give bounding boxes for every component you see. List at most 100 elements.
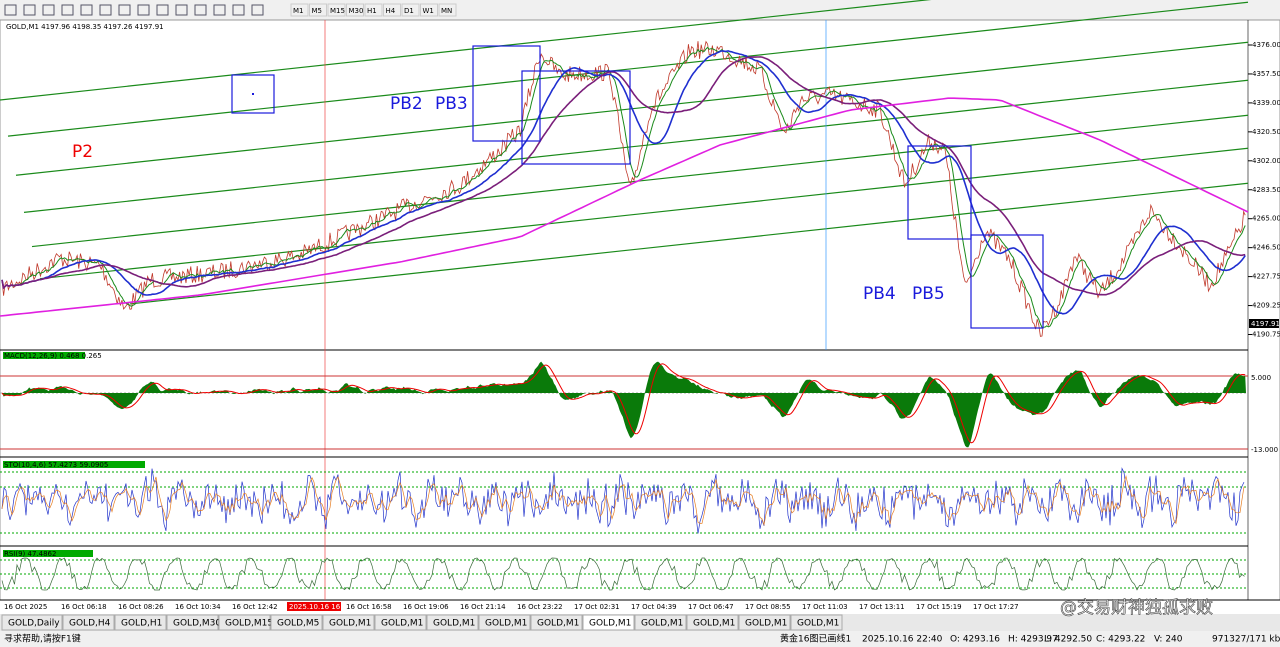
timeframe-button[interactable] bbox=[364, 3, 383, 17]
tool-icon[interactable] bbox=[61, 4, 74, 16]
current-price: 4197.91 bbox=[1251, 320, 1280, 328]
timeframe-label: M1 bbox=[293, 7, 304, 15]
chart-tab[interactable] bbox=[374, 614, 427, 631]
chart-tab[interactable] bbox=[1, 614, 63, 631]
chart-tab-label: GOLD,M5 bbox=[277, 619, 319, 629]
tool-icon[interactable] bbox=[213, 4, 226, 16]
macd-histogram bbox=[2, 361, 1246, 448]
indicator-header: RSI(9) 47.4862 bbox=[4, 550, 56, 558]
time-label: 17 Oct 08:55 bbox=[745, 603, 791, 611]
chart-tab-label: GOLD,Daily bbox=[8, 619, 60, 629]
annotation: PB2 bbox=[390, 94, 423, 114]
stoch-main bbox=[1, 467, 1245, 534]
time-label: 16 Oct 21:14 bbox=[460, 603, 506, 611]
channel-line bbox=[129, 182, 1249, 305]
tool-icon[interactable] bbox=[23, 4, 36, 16]
pullback-box bbox=[521, 70, 631, 165]
drawings bbox=[0, 0, 1249, 600]
timeframe-button[interactable] bbox=[438, 3, 457, 17]
price-label: 4209.25 bbox=[1252, 302, 1280, 310]
chart-tab-label: GOLD,M1 bbox=[589, 619, 631, 629]
timeframe-button[interactable] bbox=[383, 3, 401, 17]
status-low: L: 4292.50 bbox=[1044, 635, 1092, 645]
tool-icon[interactable] bbox=[175, 4, 188, 16]
tool-icon[interactable] bbox=[118, 4, 131, 16]
tool-icon[interactable] bbox=[251, 4, 264, 16]
tool-icon[interactable] bbox=[99, 4, 112, 16]
timeframe-button[interactable] bbox=[420, 3, 438, 17]
status-close: C: 4293.22 bbox=[1096, 635, 1145, 645]
timeframe-label: MN bbox=[441, 7, 452, 15]
tool-icon[interactable] bbox=[42, 4, 55, 16]
chart-tab[interactable] bbox=[478, 614, 531, 631]
price-label: 4376.00 bbox=[1252, 41, 1280, 49]
current-price-box bbox=[1249, 319, 1279, 328]
box-dot bbox=[252, 93, 254, 95]
timeframe-button[interactable] bbox=[290, 3, 309, 17]
timeframe-label: H1 bbox=[367, 7, 377, 15]
annotation: PB4 bbox=[863, 284, 896, 304]
timeframe-label: M30 bbox=[349, 7, 364, 15]
timeframe-button[interactable] bbox=[327, 3, 346, 17]
chart-tab[interactable] bbox=[686, 614, 739, 631]
indicator-level: 5.000 bbox=[1251, 374, 1271, 382]
timeframe-button[interactable] bbox=[401, 3, 420, 17]
chart-tab[interactable] bbox=[790, 614, 843, 631]
chart-tab[interactable] bbox=[270, 614, 323, 631]
indicator-header-bg bbox=[3, 461, 145, 468]
indicator-header: STO(10,4,6) 57.4273 59.0905 bbox=[4, 461, 108, 469]
tool-icon[interactable] bbox=[4, 4, 17, 16]
chart-tab[interactable] bbox=[530, 614, 583, 631]
pullback-box bbox=[970, 234, 1044, 329]
price-label: 4339.00 bbox=[1252, 99, 1280, 107]
status-profile: 黄金16图已画线1 bbox=[780, 633, 851, 645]
chart-tab[interactable] bbox=[166, 614, 219, 631]
chart-tab[interactable] bbox=[738, 614, 791, 631]
chart-tab[interactable] bbox=[322, 614, 375, 631]
annotation: P2 bbox=[72, 142, 93, 162]
chart-tab-label: GOLD,H1 bbox=[121, 619, 162, 629]
timeframe-button[interactable] bbox=[309, 3, 327, 17]
timeframe-label: H4 bbox=[386, 7, 396, 15]
stoch-signal bbox=[1, 474, 1245, 527]
time-label: 17 Oct 06:47 bbox=[688, 603, 734, 611]
time-label: 16 Oct 12:42 bbox=[232, 603, 278, 611]
chart-tab[interactable] bbox=[114, 614, 167, 631]
chart-tab[interactable] bbox=[582, 614, 635, 631]
status-volume: V: 240 bbox=[1154, 635, 1183, 645]
tool-icon[interactable] bbox=[232, 4, 245, 16]
tool-icon[interactable] bbox=[137, 4, 150, 16]
price-label: 4320.50 bbox=[1252, 128, 1280, 136]
chart-tab-label: GOLD,H4 bbox=[69, 619, 111, 629]
time-label: 16 Oct 06:18 bbox=[61, 603, 107, 611]
status-time: 2025.10.16 22:40 bbox=[862, 635, 943, 645]
channel-line bbox=[39, 147, 1249, 280]
price-label: 4283.50 bbox=[1252, 186, 1280, 194]
tool-icon[interactable] bbox=[194, 4, 207, 16]
chart-tab[interactable] bbox=[426, 614, 479, 631]
chart-tab[interactable] bbox=[218, 614, 271, 631]
time-label: 16 Oct 19:06 bbox=[403, 603, 449, 611]
crosshair-time-box bbox=[287, 602, 341, 611]
tool-icon[interactable] bbox=[80, 4, 93, 16]
ma-slow bbox=[1, 56, 1246, 296]
timeframe-label: D1 bbox=[404, 7, 414, 15]
time-label: 17 Oct 02:31 bbox=[574, 603, 620, 611]
chart-tab-label: GOLD,M30 bbox=[173, 619, 221, 629]
timeframe-label: W1 bbox=[423, 7, 434, 15]
ma-mid bbox=[1, 50, 1246, 315]
tool-icon[interactable] bbox=[156, 4, 169, 16]
chart-tab[interactable] bbox=[62, 614, 115, 631]
time-label: 16 Oct 16:58 bbox=[346, 603, 392, 611]
channel-line bbox=[7, 1, 1249, 137]
timeframe-label: M15 bbox=[330, 7, 345, 15]
time-label: 17 Oct 17:27 bbox=[973, 603, 1019, 611]
channel-line bbox=[23, 79, 1249, 214]
status-high: H: 4293.97 bbox=[1008, 635, 1058, 645]
indicator-level: -13.000 bbox=[1251, 446, 1278, 454]
chart-tab-label: GOLD,M1 bbox=[329, 619, 371, 629]
timeframe-button[interactable] bbox=[346, 3, 364, 17]
chart-tab[interactable] bbox=[634, 614, 687, 631]
chart-tab-label: GOLD,M1 bbox=[381, 619, 423, 629]
